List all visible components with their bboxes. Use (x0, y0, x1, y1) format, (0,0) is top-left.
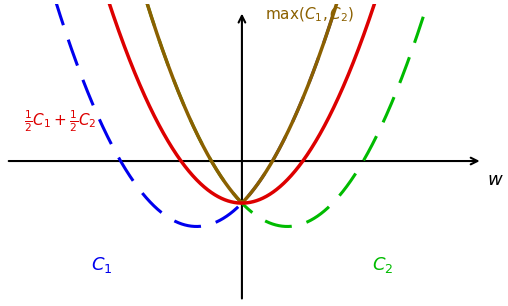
Text: $\max(C_1, C_2)$: $\max(C_1, C_2)$ (265, 6, 354, 24)
Text: $\frac{1}{2}C_1 + \frac{1}{2}C_2$: $\frac{1}{2}C_1 + \frac{1}{2}C_2$ (24, 108, 97, 134)
Text: $C_2$: $C_2$ (372, 255, 393, 274)
Text: $C_1$: $C_1$ (90, 255, 112, 274)
Text: $w$: $w$ (487, 171, 504, 189)
